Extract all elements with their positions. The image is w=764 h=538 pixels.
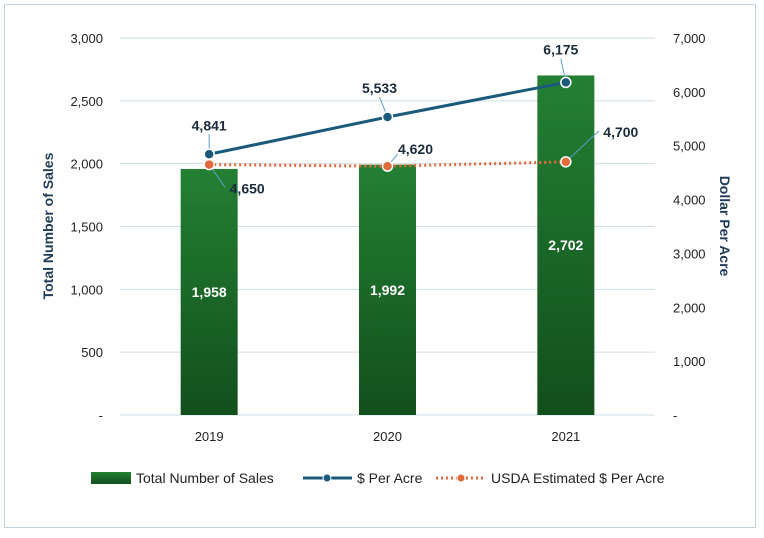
left-tick-label: 1,500 (70, 220, 103, 235)
usda-data-label: 4,700 (603, 124, 638, 140)
usda-point (381, 160, 394, 172)
per-acre-data-label: 6,175 (543, 41, 578, 57)
legend-marker-per-acre (322, 473, 332, 483)
left-tick-label: 3,000 (70, 31, 103, 46)
usda-data-label-leader (565, 130, 600, 163)
right-tick-label: 2,000 (673, 300, 706, 315)
per-acre-point (560, 76, 572, 89)
right-tick-label: 5,000 (673, 139, 706, 154)
per-acre-data-label: 5,533 (362, 80, 397, 96)
x-tick-label: 2021 (551, 429, 580, 444)
x-tick-label: 2020 (373, 429, 402, 444)
bar (537, 75, 595, 415)
legend-marker-usda (456, 473, 466, 483)
bar-data-label: 2,702 (548, 237, 583, 253)
legend-label-usda: USDA Estimated $ Per Acre (491, 470, 665, 486)
usda-data-label: 4,650 (230, 181, 265, 197)
right-tick-label: 6,000 (673, 85, 706, 100)
right-axis-title: Dollar Per Acre (717, 176, 733, 277)
bar (180, 168, 238, 415)
per-acre-data-label: 4,841 (192, 117, 227, 133)
bar-data-label: 1,958 (192, 284, 227, 300)
left-axis-title: Total Number of Sales (40, 152, 56, 299)
right-tick-label: - (673, 408, 677, 423)
legend-label-sales: Total Number of Sales (136, 470, 274, 486)
legend-label-per-acre: $ Per Acre (357, 470, 423, 486)
usda-point (560, 156, 572, 168)
x-tick-label: 2019 (195, 429, 224, 444)
right-tick-label: 3,000 (673, 246, 706, 261)
left-tick-label: 2,500 (70, 94, 103, 109)
left-tick-label: 500 (81, 345, 103, 360)
usda-point (203, 158, 215, 171)
bar (359, 164, 416, 415)
legend: Total Number of Sales $ Per Acre USDA Es… (91, 470, 665, 486)
usda-data-label: 4,620 (398, 141, 433, 157)
right-tick-label: 1,000 (673, 354, 706, 369)
bar-data-label: 1,992 (370, 282, 405, 298)
per-acre-point (381, 111, 394, 123)
right-tick-label: 7,000 (673, 31, 706, 46)
left-tick-label: - (99, 408, 103, 423)
left-tick-label: 2,000 (70, 157, 103, 172)
right-tick-label: 4,000 (673, 193, 706, 208)
per-acre-point (203, 148, 215, 161)
legend-swatch-sales (91, 472, 131, 484)
left-tick-label: 1,000 (70, 282, 103, 297)
